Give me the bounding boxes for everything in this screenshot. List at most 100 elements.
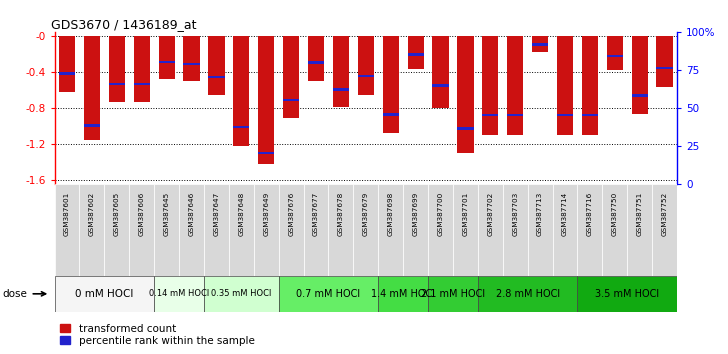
Text: GSM387699: GSM387699 (413, 192, 419, 236)
Bar (59, 36, 75, 92)
Bar (353, 184, 379, 276)
Bar (279, 184, 304, 276)
Bar (628, 184, 652, 276)
Bar (606, 55, 623, 57)
Bar (652, 184, 677, 276)
Text: GSM387646: GSM387646 (189, 192, 194, 236)
Bar (208, 76, 224, 79)
Text: GSM387679: GSM387679 (363, 192, 369, 236)
Text: GSM387676: GSM387676 (288, 192, 294, 236)
Bar (283, 98, 299, 101)
Bar (333, 36, 349, 107)
Text: GSM387703: GSM387703 (513, 192, 518, 236)
Text: GDS3670 / 1436189_at: GDS3670 / 1436189_at (52, 18, 197, 31)
Text: 0.7 mM HOCl: 0.7 mM HOCl (296, 289, 360, 299)
Bar (478, 276, 577, 312)
Text: GSM387601: GSM387601 (64, 192, 70, 236)
Bar (379, 276, 428, 312)
Bar (577, 184, 602, 276)
Bar (577, 276, 677, 312)
Text: GSM387751: GSM387751 (637, 192, 643, 236)
Bar (208, 36, 224, 95)
Bar (457, 127, 473, 130)
Bar (428, 276, 478, 312)
Text: GSM387678: GSM387678 (338, 192, 344, 236)
Bar (308, 36, 324, 81)
Text: GSM387645: GSM387645 (164, 192, 170, 236)
Bar (104, 184, 130, 276)
Bar (606, 36, 623, 70)
Text: GSM387702: GSM387702 (487, 192, 494, 236)
Bar (632, 36, 648, 114)
Bar (482, 36, 499, 135)
Bar (532, 43, 548, 46)
Bar (553, 184, 577, 276)
Text: GSM387698: GSM387698 (388, 192, 394, 236)
Text: 2.8 mM HOCl: 2.8 mM HOCl (496, 289, 560, 299)
Text: 2.1 mM HOCl: 2.1 mM HOCl (421, 289, 485, 299)
Bar (657, 36, 673, 87)
Bar (632, 94, 648, 97)
Legend: transformed count, percentile rank within the sample: transformed count, percentile rank withi… (60, 324, 254, 346)
Bar (154, 184, 179, 276)
Bar (582, 36, 598, 135)
Bar (428, 184, 453, 276)
Bar (478, 184, 503, 276)
Text: GSM387648: GSM387648 (238, 192, 245, 236)
Text: GSM387752: GSM387752 (662, 192, 668, 236)
Bar (154, 276, 204, 312)
Text: GSM387700: GSM387700 (438, 192, 443, 236)
Bar (528, 184, 553, 276)
Bar (503, 184, 528, 276)
Bar (204, 184, 229, 276)
Bar (59, 72, 75, 75)
Bar (357, 36, 374, 95)
Text: 1.4 mM HOCl: 1.4 mM HOCl (371, 289, 435, 299)
Bar (55, 184, 79, 276)
Bar (657, 67, 673, 69)
Text: 0.14 mM HOCl: 0.14 mM HOCl (149, 289, 209, 298)
Bar (179, 184, 204, 276)
Bar (84, 36, 100, 140)
Bar (453, 184, 478, 276)
Text: 0 mM HOCl: 0 mM HOCl (75, 289, 133, 299)
Text: GSM387716: GSM387716 (587, 192, 593, 236)
Bar (204, 276, 279, 312)
Bar (108, 36, 125, 102)
Bar (134, 83, 150, 85)
Bar (79, 184, 104, 276)
Text: GSM387701: GSM387701 (462, 192, 468, 236)
Bar (258, 152, 274, 154)
Text: GSM387677: GSM387677 (313, 192, 319, 236)
Bar (308, 61, 324, 64)
Bar (283, 36, 299, 118)
Bar (507, 36, 523, 135)
Bar (557, 36, 573, 135)
Bar (233, 36, 250, 145)
Bar (532, 36, 548, 52)
Text: GSM387606: GSM387606 (139, 192, 145, 236)
Text: GSM387713: GSM387713 (537, 192, 543, 236)
Bar (432, 36, 448, 108)
Bar (304, 184, 328, 276)
Bar (557, 114, 573, 116)
Bar (233, 126, 250, 129)
Bar (328, 184, 353, 276)
Bar (183, 36, 199, 81)
Bar (183, 63, 199, 65)
Bar (408, 53, 424, 56)
Bar (159, 61, 175, 63)
Bar (403, 184, 428, 276)
Bar (408, 36, 424, 69)
Text: GSM387647: GSM387647 (213, 192, 219, 236)
Bar (507, 114, 523, 116)
Bar (134, 36, 150, 102)
Bar (229, 184, 254, 276)
Bar (55, 276, 154, 312)
Bar (357, 75, 374, 77)
Bar (84, 124, 100, 127)
Text: 0.35 mM HOCl: 0.35 mM HOCl (211, 289, 272, 298)
Bar (159, 36, 175, 79)
Bar (457, 36, 473, 153)
Bar (432, 84, 448, 87)
